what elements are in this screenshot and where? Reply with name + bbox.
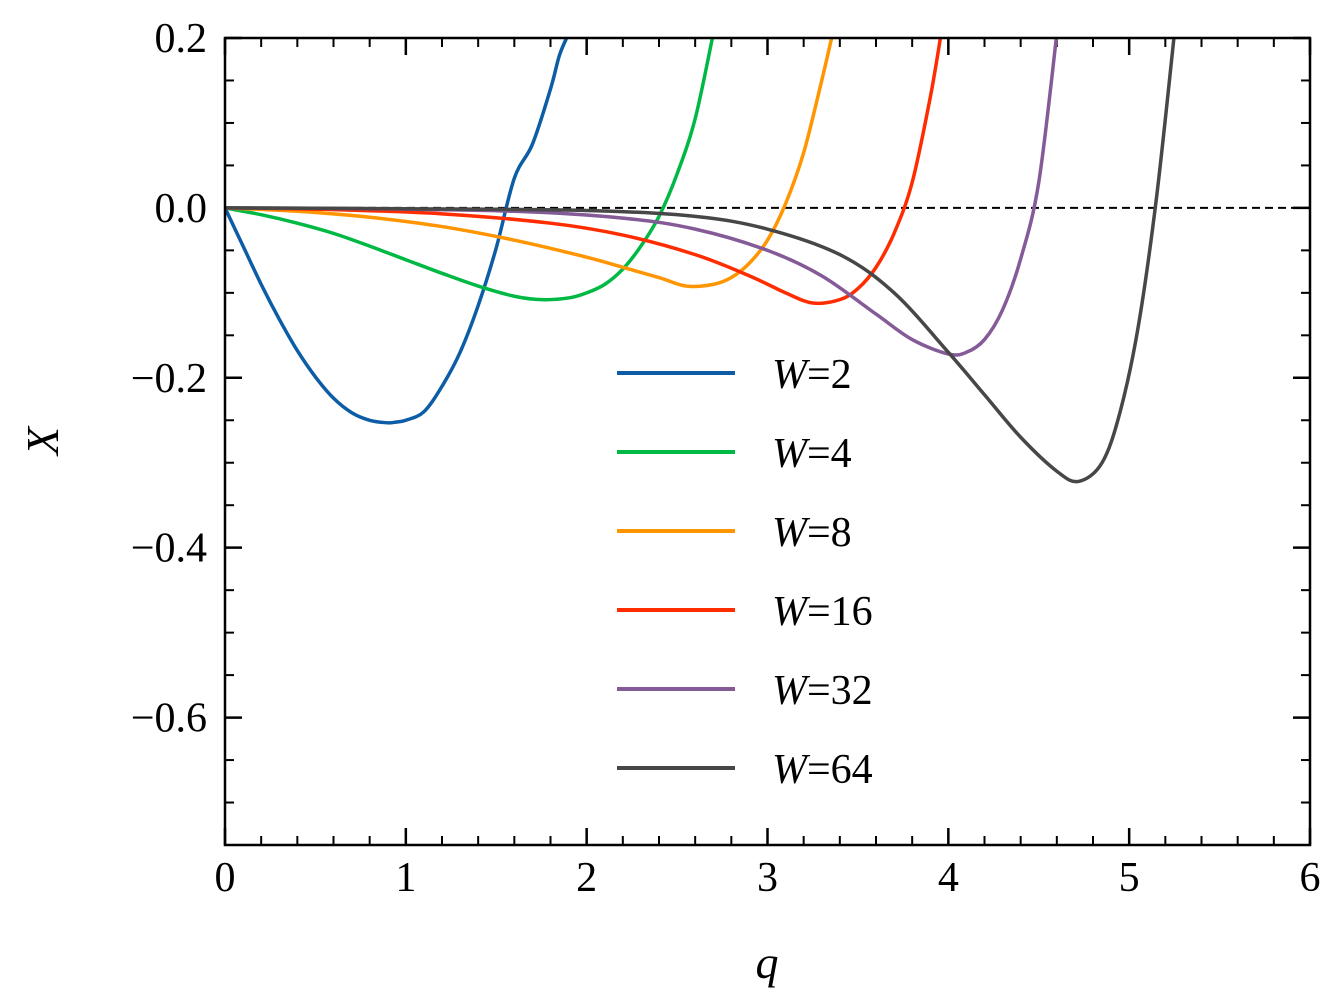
x-axis-label: q	[756, 937, 779, 988]
legend-label-value: =64	[807, 747, 873, 793]
y-tick-label: 0.0	[155, 186, 208, 232]
series-lines	[225, 38, 1176, 484]
legend-label-variable: W	[772, 510, 811, 556]
legend-label-variable: W	[772, 352, 811, 398]
series-line-2	[225, 38, 715, 302]
legend-label: W=8	[772, 510, 852, 556]
y-axis-label: X	[17, 425, 68, 457]
series-line-4	[225, 38, 943, 306]
y-tick-label: −0.2	[131, 356, 207, 402]
legend-label: W=32	[772, 668, 873, 714]
legend-label-value: =8	[807, 510, 852, 556]
series-line-1	[225, 38, 569, 425]
legend-label-variable: W	[772, 668, 811, 714]
legend-label-value: =2	[807, 352, 852, 398]
legend-label: W=16	[772, 589, 873, 635]
x-tick-label: 1	[395, 855, 416, 901]
legend-label-value: =32	[807, 668, 873, 714]
series-line-3	[225, 38, 834, 289]
y-tick-label: −0.6	[131, 696, 207, 742]
legend-label-value: =4	[807, 431, 852, 477]
legend-label-variable: W	[772, 747, 811, 793]
legend-label: W=64	[772, 747, 873, 793]
legend-label-variable: W	[772, 589, 811, 635]
x-tick-label: 3	[757, 855, 778, 901]
legend-label-variable: W	[772, 431, 811, 477]
y-tick-label: −0.4	[131, 526, 207, 572]
legend: W=2W=4W=8W=16W=32W=64	[617, 352, 873, 793]
legend-label: W=4	[772, 431, 852, 477]
y-tick-label: 0.2	[155, 16, 208, 62]
x-tick-label: 0	[215, 855, 236, 901]
x-tick-label: 4	[938, 855, 959, 901]
minor-ticks	[225, 38, 1310, 846]
y-tick-labels: 0.2 0.0 −0.2 −0.4 −0.6	[131, 16, 207, 742]
legend-label-value: =16	[807, 589, 873, 635]
major-ticks	[223, 36, 1312, 845]
x-tick-label: 6	[1300, 855, 1321, 901]
plot-frame	[223, 36, 1312, 847]
x-tick-label: 5	[1119, 855, 1140, 901]
series-line-6	[225, 38, 1176, 484]
series-line-5	[225, 38, 1059, 357]
x-tick-labels: 0 1 2 3 4 5 6	[215, 855, 1321, 901]
x-tick-label: 2	[576, 855, 597, 901]
legend-label: W=2	[772, 352, 852, 398]
